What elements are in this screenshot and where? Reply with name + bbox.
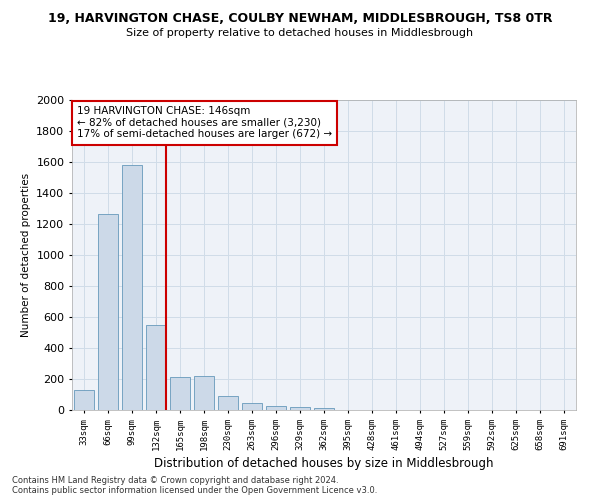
Bar [74, 390, 94, 410]
Bar [314, 408, 334, 410]
Bar [194, 376, 214, 410]
Text: Size of property relative to detached houses in Middlesbrough: Size of property relative to detached ho… [127, 28, 473, 38]
X-axis label: Distribution of detached houses by size in Middlesbrough: Distribution of detached houses by size … [154, 457, 494, 470]
Y-axis label: Number of detached properties: Number of detached properties [20, 173, 31, 337]
Bar [146, 325, 166, 410]
Bar [122, 165, 142, 410]
Bar [242, 403, 262, 410]
Bar [170, 376, 190, 410]
Bar [266, 406, 286, 410]
Text: Contains HM Land Registry data © Crown copyright and database right 2024.: Contains HM Land Registry data © Crown c… [12, 476, 338, 485]
Text: 19 HARVINGTON CHASE: 146sqm
← 82% of detached houses are smaller (3,230)
17% of : 19 HARVINGTON CHASE: 146sqm ← 82% of det… [77, 106, 332, 140]
Bar [218, 396, 238, 410]
Bar [290, 407, 310, 410]
Text: 19, HARVINGTON CHASE, COULBY NEWHAM, MIDDLESBROUGH, TS8 0TR: 19, HARVINGTON CHASE, COULBY NEWHAM, MID… [48, 12, 552, 26]
Text: Contains public sector information licensed under the Open Government Licence v3: Contains public sector information licen… [12, 486, 377, 495]
Bar [98, 214, 118, 410]
